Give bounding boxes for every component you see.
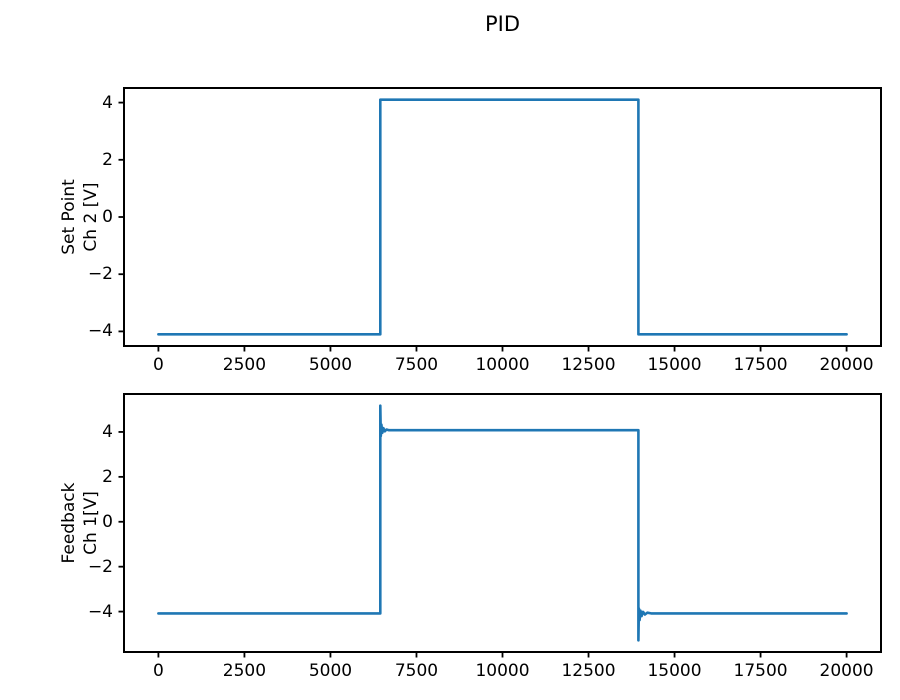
- x-tick-label: 10000: [475, 661, 530, 681]
- x-tick-label: 15000: [647, 355, 702, 375]
- y-tick-label: 0: [102, 207, 113, 227]
- x-tick-label: 12500: [561, 661, 616, 681]
- y-tick-label: 2: [102, 149, 113, 170]
- x-tick-label: 17500: [733, 661, 788, 681]
- x-tick-label: 0: [152, 355, 164, 375]
- y-axis-label-set-point: Set Point Ch 2 [V]: [58, 67, 102, 367]
- y-tick-label: −4: [87, 321, 113, 342]
- set-point-ch2-line: [157, 98, 848, 336]
- x-tick-label: 15000: [647, 661, 702, 681]
- y-axis-label-line: Ch 1[V]: [81, 491, 101, 555]
- axes-frame: [123, 393, 882, 653]
- y-tick-label: 0: [102, 511, 113, 532]
- x-tick-label: 17500: [733, 355, 788, 375]
- x-tick-label: 10000: [475, 355, 530, 375]
- x-tick-label: 7500: [394, 661, 439, 681]
- x-tick-label: 20000: [819, 355, 874, 375]
- x-tick-label: 5000: [308, 661, 353, 681]
- x-tick-label: 2500: [222, 355, 267, 375]
- y-tick-label: −2: [87, 264, 113, 285]
- y-tick-label: 4: [102, 92, 113, 113]
- axes-frame: [123, 87, 882, 347]
- y-axis-label-feedback: Feedback Ch 1[V]: [58, 373, 102, 673]
- feedback-ch1-line: [157, 404, 848, 642]
- figure-title: PID: [484, 12, 521, 36]
- y-tick-label: −2: [87, 556, 113, 577]
- x-tick-label: 2500: [222, 661, 267, 681]
- y-tick-label: 2: [102, 466, 113, 487]
- x-tick-label: 0: [152, 661, 164, 681]
- x-tick-label: 7500: [394, 355, 439, 375]
- x-tick-label: 5000: [308, 355, 353, 375]
- x-tick-label: 12500: [561, 355, 616, 375]
- y-axis-label-line: Feedback: [59, 482, 79, 564]
- y-axis-label-line: Set Point: [59, 179, 79, 255]
- y-tick-label: −4: [87, 601, 113, 622]
- y-tick-label: 4: [102, 421, 113, 442]
- y-axis-label-line: Ch 2 [V]: [81, 182, 101, 252]
- x-tick-label: 20000: [819, 661, 874, 681]
